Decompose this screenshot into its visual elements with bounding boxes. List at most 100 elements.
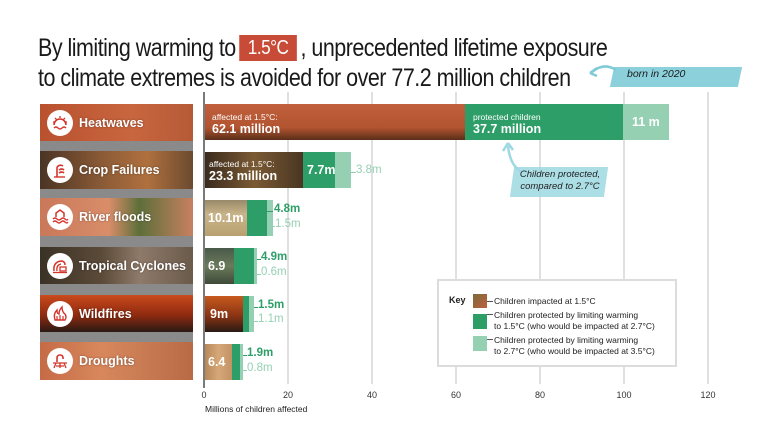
gridline-120	[707, 92, 709, 384]
leader-line	[273, 226, 275, 227]
bar-value: 11 m	[632, 115, 660, 129]
hazard-name: Droughts	[79, 354, 135, 368]
flood-house-icon	[47, 204, 73, 230]
headline-text: , unprecedented lifetime exposure	[300, 34, 608, 62]
bar-value: 7.7m	[307, 163, 336, 177]
sun-heat-icon	[47, 109, 73, 136]
leader-line	[257, 259, 261, 260]
x-tick-label: 20	[282, 390, 293, 400]
gridline-60	[455, 92, 457, 384]
hazard-name: Crop Failures	[79, 163, 160, 177]
row-label-crop-failures: Crop Failures	[40, 151, 193, 189]
legend-swatch-protected-2-7	[473, 336, 487, 351]
x-axis-title: Millions of children affected	[205, 404, 308, 414]
gridline-20	[287, 92, 289, 384]
bar-extra-label: 4.9m	[261, 251, 288, 263]
wheat-icon	[47, 157, 73, 183]
bar-extra-label: 0.8m	[247, 362, 273, 374]
hazard-name: River floods	[79, 210, 152, 224]
legend-line: to 1.5°C (who would be impacted at 2.7°C…	[494, 321, 655, 331]
legend-dash	[487, 314, 493, 315]
bar-extra-label: 0.6m	[261, 266, 287, 278]
row-separator	[40, 236, 193, 247]
hazard-name: Heatwaves	[79, 115, 144, 130]
bar-crop-failures-protected-1-5: 7.7m	[303, 152, 336, 188]
legend-line: to 2.7°C (who would be impacted at 3.5°C…	[494, 346, 655, 356]
bar-extra-label: 4.8m	[274, 203, 301, 215]
bar-caption: affected at 1.5°C:	[212, 112, 278, 122]
legend-swatch-impacted	[473, 294, 487, 308]
legend-label-impacted: Children impacted at 1.5°C	[494, 296, 596, 306]
leader-line	[243, 370, 247, 371]
bar-tropical-cyclones-protected-2-7	[254, 248, 257, 284]
bar-wildfires-protected-2-7	[249, 296, 254, 332]
bar-extra-label: 1.1m	[258, 313, 284, 325]
bar-extra-label: 3.8m	[356, 164, 382, 176]
annotation-line: Children protected,	[519, 169, 601, 180]
gridline-80	[539, 92, 541, 384]
row-label-river-floods: River floods	[40, 198, 193, 236]
x-tick-label: 0	[201, 390, 207, 400]
row-label-wildfires: Wildfires	[40, 295, 193, 332]
bar-wildfires-affected: 9m	[205, 296, 243, 332]
row-label-heatwaves: Heatwaves	[40, 104, 193, 141]
bar-droughts-protected-2-7	[240, 344, 243, 380]
leader-line	[243, 355, 247, 356]
headline-text: By limiting warming to	[38, 34, 236, 62]
y-axis-line	[203, 92, 205, 388]
drought-icon	[47, 348, 73, 374]
bar-value: 37.7 million	[473, 122, 542, 136]
bar-value: 62.1 million	[212, 122, 281, 136]
bar-river-floods-protected-1-5	[247, 200, 267, 236]
gridline-100	[623, 92, 625, 384]
bar-heatwaves-protected-2-7: 11 m	[623, 104, 669, 140]
bar-value: 10.1m	[208, 211, 244, 225]
bar-tropical-cyclones-affected: 6.9	[205, 248, 234, 284]
legend-label-protected-2-7: Children protected by limiting warming t…	[494, 335, 655, 357]
temperature-badge: 1.5°C	[239, 35, 298, 61]
bar-extra-label: 1.9m	[247, 347, 274, 359]
protected-annotation: Children protected, compared to 2.7°C	[514, 169, 606, 193]
headline-line1: By limiting warming to 1.5°C, unprecedent…	[38, 33, 608, 63]
bar-value: 23.3 million	[209, 169, 278, 183]
bar-tropical-cyclones-protected-1-5	[234, 248, 254, 284]
hazard-name: Wildfires	[79, 306, 132, 321]
headline: By limiting warming to 1.5°C, unprecedent…	[38, 33, 608, 93]
x-tick-label: 60	[450, 390, 461, 400]
bar-wildfires-protected-1-5	[243, 296, 249, 332]
bar-crop-failures-affected: affected at 1.5°C: 23.3 million	[205, 152, 303, 188]
born-in-2020-label: born in 2020	[627, 68, 686, 80]
bar-extra-label: 1.5m	[275, 218, 301, 230]
leader-line	[254, 307, 258, 308]
bar-value: 6.9	[208, 259, 226, 273]
gridline-40	[371, 92, 373, 384]
headline-line2: to climate extremes is avoided for over …	[38, 64, 571, 92]
legend-line: Children protected by limiting warming	[494, 310, 639, 320]
bar-extra-label: 1.5m	[258, 299, 285, 311]
row-separator	[40, 141, 193, 151]
legend-dash	[487, 339, 493, 340]
row-label-tropical-cyclones: Tropical Cyclones	[40, 247, 193, 284]
annotation-line: compared to 2.7°C	[520, 181, 600, 192]
leader-line	[257, 274, 261, 275]
row-separator	[40, 284, 193, 295]
legend: Key Children impacted at 1.5°C Children …	[437, 279, 677, 367]
bar-caption: protected children	[473, 112, 541, 122]
row-separator	[40, 332, 193, 342]
bar-crop-failures-protected-2-7	[335, 152, 351, 188]
cyclone-wave-icon	[47, 252, 73, 279]
hazard-name: Tropical Cyclones	[79, 258, 186, 273]
bar-value: 9m	[210, 307, 229, 321]
x-tick-label: 100	[616, 390, 632, 400]
x-tick-label: 40	[366, 390, 377, 400]
row-separator	[40, 189, 193, 198]
x-tick-label: 120	[700, 390, 716, 400]
bar-river-floods-affected: 10.1m	[205, 200, 247, 236]
leader-line	[254, 321, 258, 322]
row-label-droughts: Droughts	[40, 342, 193, 380]
bar-droughts-protected-1-5	[232, 344, 240, 380]
x-tick-label: 80	[534, 390, 545, 400]
bar-value: 6.4	[208, 355, 226, 369]
legend-line: Children protected by limiting warming	[494, 335, 639, 345]
leader-line	[267, 211, 273, 212]
